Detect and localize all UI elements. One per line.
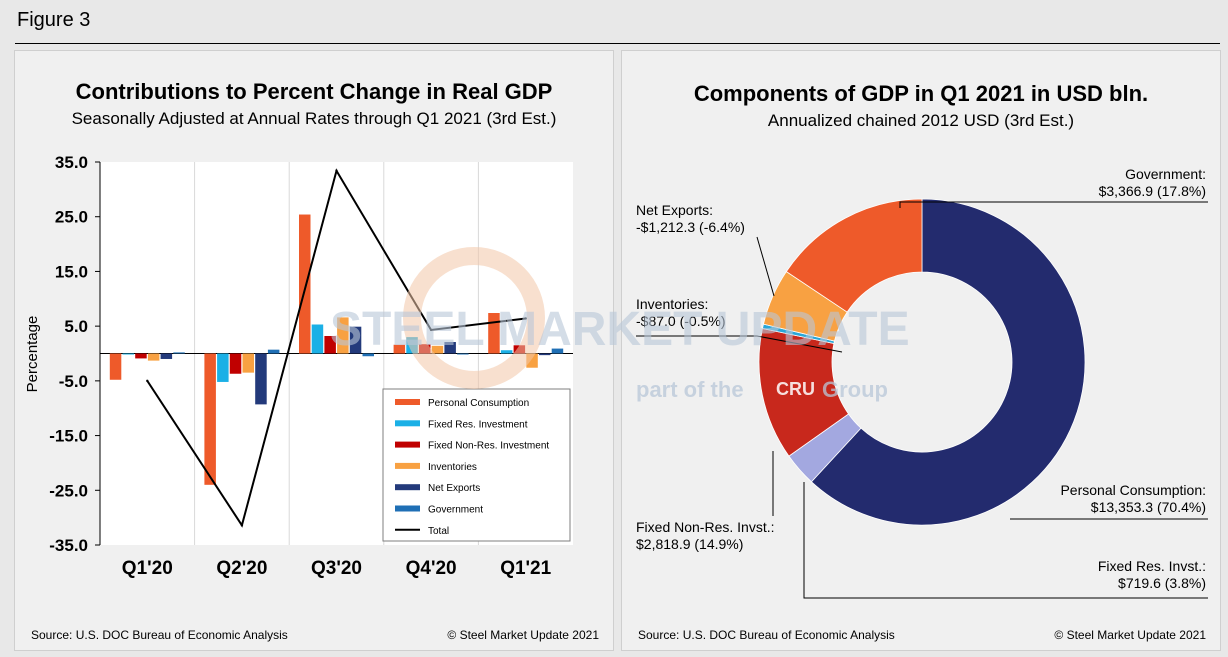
legend-label: Fixed Non-Res. Investment <box>428 441 549 452</box>
bar <box>217 353 229 382</box>
legend-label: Total <box>428 526 449 537</box>
right-chart-subtitle: Annualized chained 2012 USD (3rd Est.) <box>767 111 1075 130</box>
legend-swatch <box>395 462 420 469</box>
donut-slice <box>810 198 1086 526</box>
bar <box>324 335 336 354</box>
bar <box>160 353 173 359</box>
bar <box>255 353 267 405</box>
label-inventories: Inventories: -$87.0 (-0.5%) <box>636 296 726 329</box>
x-tick-label: Q3'20 <box>311 558 362 579</box>
y-tick-label: 35.0 <box>55 153 88 172</box>
x-tick-label: Q2'20 <box>216 558 267 579</box>
legend-swatch <box>395 441 420 448</box>
y-tick-label: -25.0 <box>49 481 88 500</box>
label-fixed-nonres: Fixed Non-Res. Invst.: $2,818.9 (14.9%) <box>636 519 775 552</box>
bar <box>122 353 134 355</box>
y-tick-label: 15.0 <box>55 262 88 281</box>
total-point <box>240 524 244 527</box>
legend-label: Inventories <box>428 462 477 473</box>
y-tick-label: -5.0 <box>59 372 88 391</box>
right-copyright: © Steel Market Update 2021 <box>1054 628 1206 642</box>
y-tick-label: -35.0 <box>49 536 88 555</box>
bar <box>147 353 160 361</box>
y-tick-label: 5.0 <box>64 317 88 336</box>
bar <box>204 353 216 485</box>
leader-net-exports <box>756 236 775 297</box>
total-point <box>146 379 149 383</box>
left-chart-title: Contributions to Percent Change in Real … <box>75 79 553 104</box>
legend-swatch <box>395 420 420 427</box>
donut-slice <box>785 198 923 313</box>
left-chart-subtitle: Seasonally Adjusted at Annual Rates thro… <box>71 109 557 128</box>
leader-government <box>899 201 1208 208</box>
bar <box>173 352 185 354</box>
y-tick-label: -15.0 <box>49 427 88 446</box>
leader-fixed-res <box>803 482 1208 599</box>
legend-label: Government <box>428 505 483 516</box>
right-source: Source: U.S. DOC Bureau of Economic Anal… <box>638 628 895 642</box>
bar <box>551 348 564 354</box>
bar <box>311 324 324 354</box>
legend-label: Net Exports <box>428 483 480 494</box>
bar <box>242 353 254 373</box>
leader-inventories <box>636 335 843 353</box>
bar <box>362 353 374 357</box>
legend-label: Personal Consumption <box>428 398 529 409</box>
legend-swatch <box>395 505 420 512</box>
bar <box>337 317 349 354</box>
legend-swatch <box>395 484 420 491</box>
bar <box>229 353 242 374</box>
bar <box>267 349 280 354</box>
left-source: Source: U.S. DOC Bureau of Economic Anal… <box>31 628 288 642</box>
x-tick-label: Q1'21 <box>500 558 551 579</box>
figure-label: Figure 3 <box>17 9 91 31</box>
bar <box>393 344 406 354</box>
right-chart-panel: Components of GDP in Q1 2021 in USD bln.… <box>621 50 1221 651</box>
figure-rule <box>15 43 1220 44</box>
bar <box>299 214 311 354</box>
label-fixed-res: Fixed Res. Invst.: $719.6 (3.8%) <box>1097 558 1206 591</box>
total-point <box>335 169 338 172</box>
x-tick-label: Q1'20 <box>122 558 173 579</box>
x-tick-label: Q4'20 <box>406 558 457 579</box>
bar <box>349 326 362 354</box>
label-net-exports: Net Exports: -$1,212.3 (-6.4%) <box>636 202 745 235</box>
left-copyright: © Steel Market Update 2021 <box>447 628 599 642</box>
y-axis-label: Percentage <box>24 316 41 393</box>
legend-swatch <box>395 399 420 405</box>
bar <box>109 353 122 380</box>
label-personal-consumption: Personal Consumption: $13,353.3 (70.4%) <box>1060 482 1206 515</box>
y-tick-label: 25.0 <box>55 208 88 227</box>
legend-label: Fixed Res. Investment <box>428 419 528 430</box>
bar <box>135 353 147 359</box>
label-government: Government: $3,366.9 (17.8%) <box>1098 166 1206 199</box>
right-chart-title: Components of GDP in Q1 2021 in USD bln. <box>693 81 1149 106</box>
